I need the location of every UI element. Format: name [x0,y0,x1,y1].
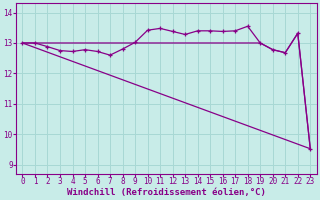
X-axis label: Windchill (Refroidissement éolien,°C): Windchill (Refroidissement éolien,°C) [67,188,266,197]
